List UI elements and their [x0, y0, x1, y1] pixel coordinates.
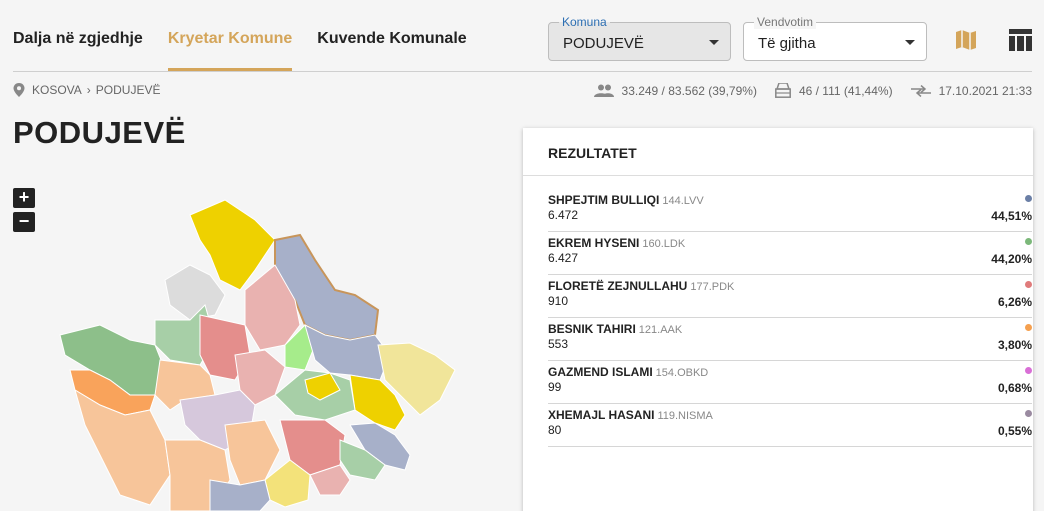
results-title: REZULTATET: [523, 128, 1033, 176]
polling-station-select-value: Të gjitha: [758, 35, 816, 52]
sync-arrows-icon: [910, 84, 931, 97]
ballot-box-icon: [775, 83, 791, 98]
list-item[interactable]: FLORETË ZEJNULLAHU 177.PDK 910 6,26%: [548, 275, 1032, 318]
candidate-name-line: SHPEJTIM BULLIQI 144.LVV: [548, 193, 704, 207]
table-view-icon[interactable]: [1008, 28, 1033, 52]
main-tabs: Dalja në zgjedhje Kryetar Komune Kuvende…: [13, 0, 492, 72]
municipality-select-value: PODUJEVË: [563, 35, 644, 52]
location-pin-icon: [13, 83, 25, 97]
candidate-party: 119.NISMA: [657, 410, 713, 422]
candidate-percent: 0,68%: [997, 381, 1032, 395]
caret-down-icon: [905, 40, 915, 45]
candidate-name-line: EKREM HYSENI 160.LDK: [548, 236, 685, 250]
turnout-stat: 33.249 / 83.562 (39,79%): [593, 83, 757, 98]
people-icon: [593, 84, 614, 97]
candidate-name: FLORETË ZEJNULLAHU: [548, 279, 688, 293]
polling-station-select-label: Vendvotim: [754, 15, 817, 29]
candidate-name: EKREM HYSENI: [548, 236, 640, 250]
candidate-name: BESNIK TAHIRI: [548, 322, 636, 336]
turnout-value: 33.249 / 83.562 (39,79%): [621, 83, 757, 98]
zoom-out-button[interactable]: −: [13, 212, 35, 232]
breadcrumb-root[interactable]: KOSOVA: [32, 83, 82, 97]
candidate-percent: 3,80%: [997, 338, 1032, 352]
candidate-name-line: BESNIK TAHIRI 121.AAK: [548, 322, 682, 336]
caret-down-icon: [709, 40, 719, 45]
results-list: SHPEJTIM BULLIQI 144.LVV 6.472 44,51% EKR…: [548, 189, 1032, 447]
candidate-votes: 99: [548, 380, 562, 394]
candidate-name: GAZMEND ISLAMI: [548, 365, 653, 379]
results-panel: REZULTATET SHPEJTIM BULLIQI 144.LVV 6.472…: [523, 128, 1033, 511]
candidate-percent: 0,55%: [997, 424, 1032, 438]
updated-stat: 17.10.2021 21:33: [910, 83, 1032, 98]
party-color-dot: [1025, 238, 1032, 245]
list-item[interactable]: EKREM HYSENI 160.LDK 6.427 44,20%: [548, 232, 1032, 275]
updated-value: 17.10.2021 21:33: [938, 83, 1032, 98]
municipality-select[interactable]: Komuna PODUJEVË: [548, 15, 731, 61]
candidate-name: XHEMAJL HASANI: [548, 408, 655, 422]
candidate-votes: 80: [548, 423, 562, 437]
map-view-icon[interactable]: [954, 28, 978, 52]
candidate-party: 160.LDK: [642, 238, 686, 250]
party-color-dot: [1025, 195, 1032, 202]
stats-bar: 33.249 / 83.562 (39,79%) 46 / 111 (41,44…: [576, 83, 1032, 98]
candidate-name-line: FLORETË ZEJNULLAHU 177.PDK: [548, 279, 734, 293]
page-title: PODUJEVË: [13, 115, 186, 150]
candidate-votes: 910: [548, 294, 569, 308]
candidate-percent: 44,51%: [991, 209, 1032, 223]
breadcrumb-current: PODUJEVË: [95, 83, 161, 97]
candidate-name-line: XHEMAJL HASANI 119.NISMA: [548, 408, 713, 422]
candidate-votes: 6.472: [548, 208, 579, 222]
party-color-dot: [1025, 324, 1032, 331]
tab-mayor[interactable]: Kryetar Komune: [167, 0, 293, 72]
municipality-select-label: Komuna: [559, 15, 610, 29]
stations-value: 46 / 111 (41,44%): [798, 83, 893, 98]
header-divider: [13, 71, 1032, 72]
candidate-percent: 6,26%: [997, 295, 1032, 309]
list-item[interactable]: XHEMAJL HASANI 119.NISMA 80 0,55%: [548, 404, 1032, 447]
list-item[interactable]: SHPEJTIM BULLIQI 144.LVV 6.472 44,51%: [548, 189, 1032, 232]
party-color-dot: [1025, 281, 1032, 288]
party-color-dot: [1025, 367, 1032, 374]
candidate-name-line: GAZMEND ISLAMI 154.OBKD: [548, 365, 708, 379]
stations-stat: 46 / 111 (41,44%): [775, 83, 893, 98]
breadcrumb: KOSOVA › PODUJEVË: [13, 83, 165, 97]
municipality-map[interactable]: [50, 195, 470, 511]
polling-station-select[interactable]: Vendvotim Të gjitha: [743, 15, 927, 61]
list-item[interactable]: BESNIK TAHIRI 121.AAK 553 3,80%: [548, 318, 1032, 361]
list-item[interactable]: GAZMEND ISLAMI 154.OBKD 99 0,68%: [548, 361, 1032, 404]
candidate-party: 121.AAK: [638, 324, 683, 336]
tab-municipal-assembly[interactable]: Kuvende Komunale: [317, 30, 467, 47]
candidate-party: 177.PDK: [690, 281, 735, 293]
candidate-party: 144.LVV: [662, 195, 704, 207]
candidate-percent: 44,20%: [991, 252, 1032, 266]
tab-turnout[interactable]: Dalja në zgjedhje: [13, 30, 143, 47]
candidate-votes: 6.427: [548, 251, 579, 265]
chevron-right-icon: ›: [86, 83, 91, 97]
candidate-votes: 553: [548, 337, 569, 351]
party-color-dot: [1025, 410, 1032, 417]
candidate-party: 154.OBKD: [655, 367, 709, 379]
zoom-in-button[interactable]: +: [13, 188, 35, 208]
candidate-name: SHPEJTIM BULLIQI: [548, 193, 660, 207]
